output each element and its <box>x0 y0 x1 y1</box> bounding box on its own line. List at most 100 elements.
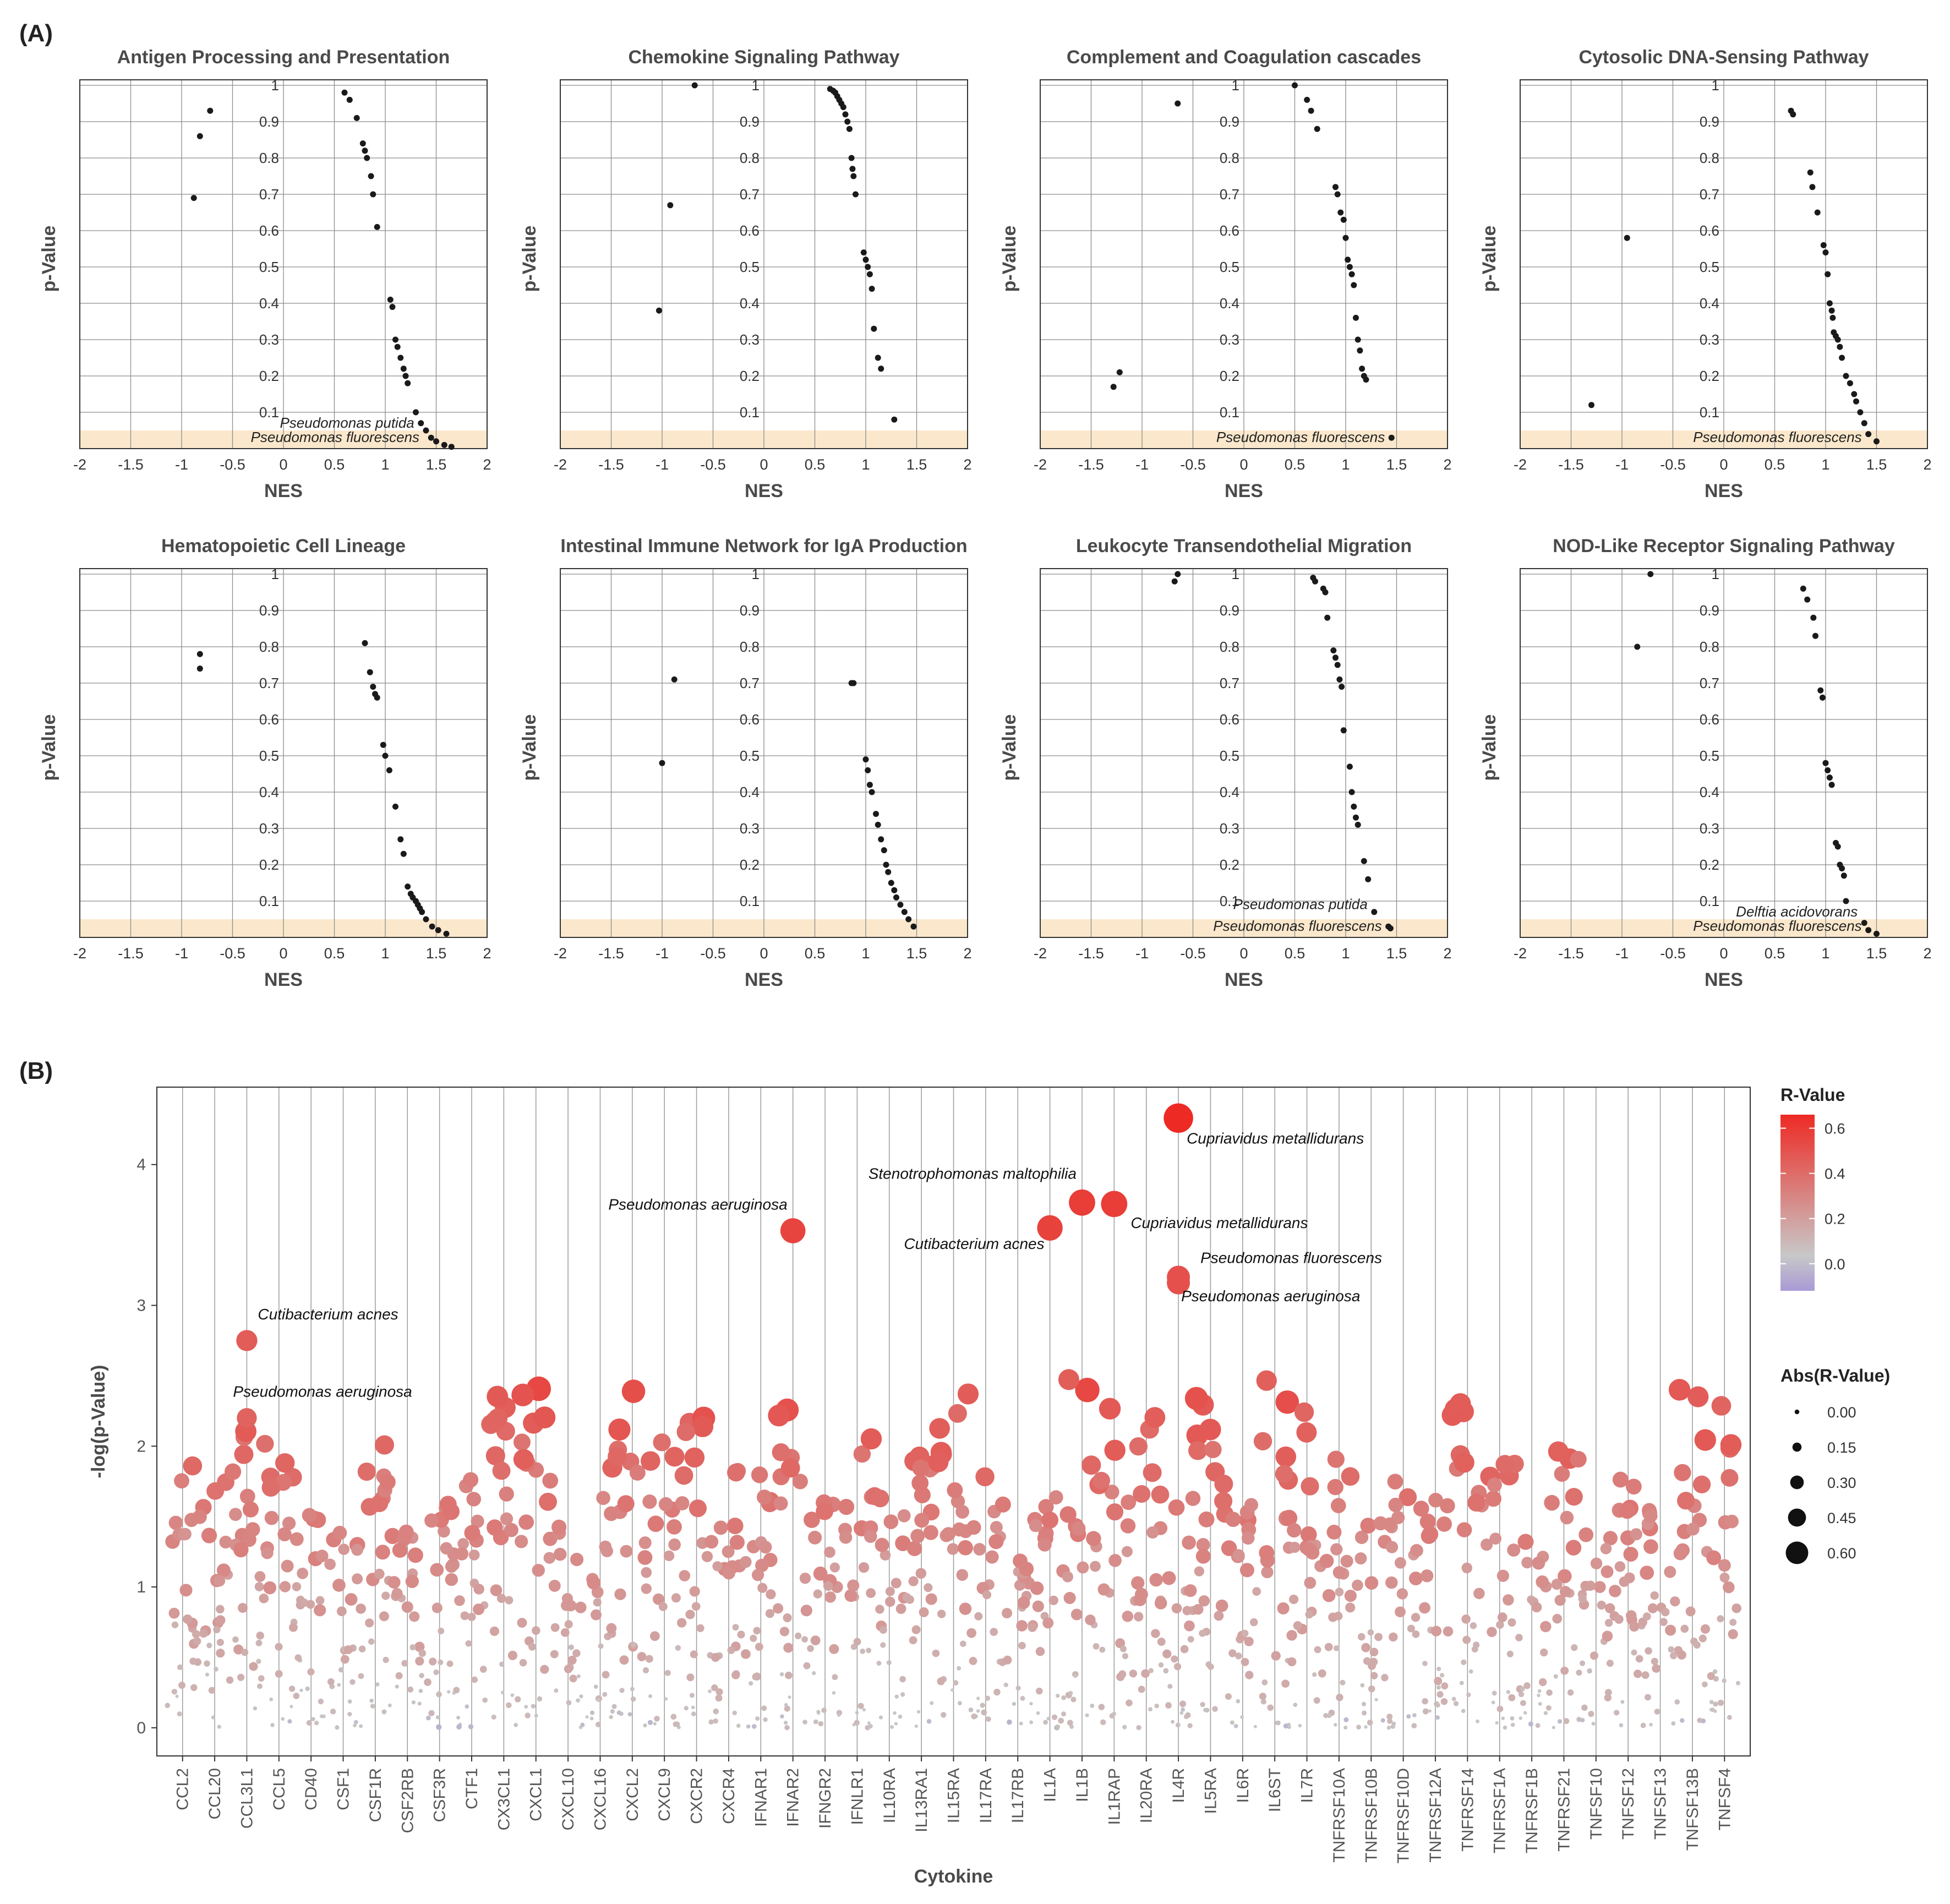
bubble <box>1249 1618 1258 1627</box>
bubble <box>823 1581 833 1591</box>
bubble <box>347 1699 352 1704</box>
x-tick-label: 2 <box>1443 945 1451 962</box>
data-point <box>1337 209 1344 216</box>
bubble <box>1162 1649 1172 1659</box>
bubble <box>1476 1719 1479 1723</box>
bubble <box>1413 1501 1429 1517</box>
bubble <box>923 1525 938 1540</box>
nes-scatter-7: Leukocyte Transendothelial Migration -2 -1… <box>999 536 1452 990</box>
bubble <box>1707 1672 1715 1681</box>
bubble <box>1709 1700 1714 1704</box>
x-tick-label: 1.5 <box>906 456 927 473</box>
bubble <box>1035 1646 1045 1656</box>
bubble <box>1535 1723 1541 1728</box>
legend: R-Value 0.6 0.4 0.2 0.0 Abs(R-Value) 0.00 0.15 0… <box>1780 1085 1890 1564</box>
x-axis-label: NES <box>1225 481 1263 501</box>
bubble <box>1058 1369 1079 1390</box>
data-point <box>419 909 425 915</box>
bubble <box>391 1587 403 1599</box>
bubble <box>847 1579 860 1592</box>
bubble <box>1256 1370 1277 1391</box>
x-tick-label: IFNAR2 <box>784 1768 802 1827</box>
bubble <box>543 1552 556 1564</box>
bubble <box>627 1712 632 1717</box>
bubble <box>1313 1697 1320 1704</box>
bubble <box>1141 1669 1150 1678</box>
bubble <box>757 1583 768 1593</box>
x-axis-label: Cytokine <box>914 1866 993 1887</box>
bubble <box>807 1645 814 1652</box>
bubble <box>1195 1548 1211 1564</box>
bubble <box>281 1717 285 1721</box>
bubble <box>1396 1588 1408 1600</box>
bubble <box>1334 1723 1337 1727</box>
bubble <box>1051 1714 1058 1720</box>
bubble <box>1487 1627 1497 1638</box>
bubble <box>1289 1541 1301 1553</box>
bubble <box>540 1665 549 1674</box>
bubble <box>1579 1660 1586 1666</box>
bubble <box>1070 1696 1077 1703</box>
bubble <box>1719 1572 1730 1583</box>
bubble <box>645 1655 653 1663</box>
bubble <box>751 1724 757 1729</box>
data-point <box>1822 249 1829 256</box>
bubble <box>1717 1615 1724 1623</box>
species-label: Pseudomonas fluorescens <box>1213 918 1381 934</box>
data-point <box>1800 585 1806 592</box>
bubble <box>1100 1719 1106 1726</box>
plot-frame <box>1520 568 1928 938</box>
bubble <box>1647 1603 1658 1613</box>
x-tick-label: -2 <box>1514 945 1527 962</box>
y-tick-label: 0.7 <box>1700 675 1719 691</box>
bubble <box>1252 1587 1261 1596</box>
bubble <box>753 1627 761 1635</box>
x-tick-label: 1.5 <box>426 456 447 473</box>
y-tick-label: 1 <box>1712 566 1719 582</box>
bubble <box>732 1710 737 1716</box>
bubble <box>473 1603 485 1616</box>
y-tick-label: 0.6 <box>740 222 760 239</box>
bubble <box>199 1629 208 1638</box>
data-point <box>1346 264 1353 270</box>
bubble <box>596 1491 610 1505</box>
bubble <box>1200 1701 1205 1707</box>
bubble <box>358 1673 364 1679</box>
chart-title: NOD-Like Receptor Signaling Pathway <box>1553 536 1895 557</box>
bubble <box>1668 1379 1691 1401</box>
bubble <box>595 1721 601 1727</box>
data-point <box>901 909 908 915</box>
y-tick-label: 3 <box>136 1296 146 1314</box>
bubble <box>468 1549 480 1561</box>
bubble <box>233 1542 249 1558</box>
bubble <box>1185 1712 1191 1718</box>
data-point <box>656 307 662 314</box>
bubble <box>1383 1517 1397 1532</box>
bubble <box>589 1716 594 1721</box>
bubble <box>919 1607 929 1617</box>
bubble <box>1422 1698 1428 1705</box>
data-point <box>1175 571 1181 577</box>
bubble <box>1179 1711 1184 1715</box>
data-point <box>196 665 203 672</box>
bubble <box>818 1721 824 1727</box>
bubble <box>542 1472 559 1489</box>
data-point <box>1851 391 1858 397</box>
size-tick-label: 0.15 <box>1827 1439 1856 1456</box>
bubble <box>894 1694 899 1699</box>
bubble <box>1015 1685 1021 1691</box>
bubble <box>417 1701 422 1706</box>
bubble <box>537 1696 543 1702</box>
bubble <box>1175 1722 1181 1728</box>
bubble <box>779 1672 784 1677</box>
x-tick-label: CCL2 <box>174 1768 192 1810</box>
bubble <box>813 1719 818 1725</box>
bubble <box>290 1705 293 1709</box>
bubble <box>773 1603 784 1614</box>
bubble <box>968 1707 974 1712</box>
bubble <box>1713 1701 1718 1707</box>
bubble <box>256 1659 261 1664</box>
bubble <box>990 1628 998 1636</box>
bubble <box>990 1521 1003 1534</box>
bubble <box>1369 1647 1379 1657</box>
